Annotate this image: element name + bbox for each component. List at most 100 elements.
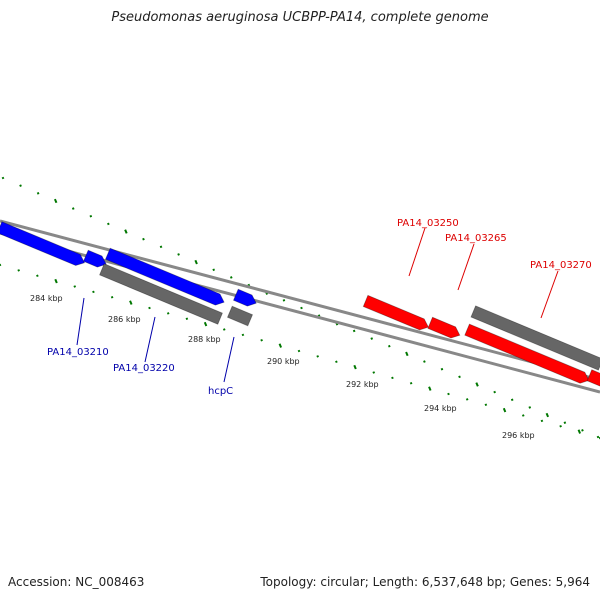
scale-tick	[409, 381, 413, 385]
gene-block-other[interactable]	[226, 305, 254, 327]
scale-tick	[212, 268, 216, 272]
scale-tick	[89, 214, 93, 218]
gene-arrow-forward[interactable]	[232, 288, 257, 307]
gene-arrow-forward[interactable]	[104, 247, 225, 306]
scale-tick	[110, 295, 114, 299]
scale-tick	[129, 300, 133, 305]
scale-tick	[19, 184, 22, 187]
scale-tick	[229, 276, 233, 279]
scale-tick	[405, 351, 409, 357]
scale-tick	[559, 424, 562, 428]
scale-tick	[596, 435, 600, 439]
scale-tick	[71, 207, 75, 210]
scale-tick	[391, 376, 394, 380]
accession-label: Accession: NC_008463	[8, 575, 145, 589]
gene-label-leader	[144, 316, 156, 363]
scale-tick	[54, 278, 58, 284]
gene-label[interactable]: PA14_03210	[47, 347, 109, 358]
outer-tick-ring	[1, 176, 600, 440]
scale-tick	[540, 419, 544, 423]
scale-tick	[528, 406, 532, 409]
ruler-label: 284 kbp	[30, 294, 63, 303]
gene-label[interactable]: hcpC	[208, 386, 233, 397]
scale-tick	[447, 392, 450, 396]
scale-tick	[278, 343, 283, 348]
gene-label[interactable]: PA14_03265	[445, 233, 507, 244]
scale-tick	[352, 329, 356, 333]
scale-tick	[458, 375, 461, 379]
gene-label-leader	[540, 270, 559, 319]
scale-tick	[353, 364, 357, 370]
scale-tick	[316, 355, 319, 358]
scale-tick	[521, 414, 525, 417]
scale-tick	[297, 349, 301, 353]
scale-tick	[581, 429, 584, 432]
scale-tick	[370, 337, 374, 340]
gene-arrow-reverse[interactable]	[586, 369, 600, 387]
gene-label[interactable]: PA14_03220	[113, 363, 175, 374]
scale-tick	[282, 299, 286, 302]
scale-tick	[423, 360, 426, 363]
ruler-label: 288 kbp	[188, 335, 221, 344]
scale-tick	[142, 237, 145, 241]
scale-tick	[159, 245, 163, 249]
scale-tick	[92, 290, 95, 294]
scale-tick	[577, 429, 582, 434]
scale-tick	[1, 176, 5, 180]
scale-tick	[493, 390, 496, 394]
inner-tick-ring	[0, 263, 600, 439]
genome-backbone	[0, 219, 600, 394]
scale-tick	[107, 222, 110, 226]
scale-tick	[166, 312, 170, 315]
scale-tick	[203, 321, 208, 327]
scale-tick	[148, 306, 151, 310]
scale-tick	[194, 259, 198, 265]
gene-label-leader	[76, 297, 85, 346]
gene-label-leader	[408, 227, 426, 277]
scale-tick	[36, 274, 39, 278]
ruler-label: 296 kbp	[502, 431, 535, 440]
gene-label[interactable]: PA14_03270	[530, 260, 592, 271]
scale-tick	[335, 360, 338, 364]
gene-arrow-forward[interactable]	[82, 249, 107, 268]
ruler-labels: 284 kbp 286 kbp 288 kbp 290 kbp 292 kbp 294 k…	[30, 294, 535, 440]
gene-labels[interactable]: PA14_03210 PA14_03220 hcpC PA14_03250 PA14_0…	[47, 218, 592, 397]
scale-tick	[440, 367, 444, 371]
scale-tick	[387, 344, 391, 348]
map-title: Pseudomonas aeruginosa UCBPP-PA14, compl…	[111, 10, 489, 25]
gene-arrow-reverse[interactable]	[464, 323, 590, 384]
scale-tick	[73, 285, 77, 288]
scale-tick	[185, 317, 189, 321]
scale-tick	[475, 382, 479, 387]
gene-label-leader	[457, 243, 475, 291]
gene-block-other[interactable]	[470, 305, 600, 371]
scale-tick	[510, 398, 514, 402]
scale-tick	[372, 371, 376, 374]
scale-tick	[563, 421, 567, 425]
scale-tick	[241, 333, 245, 337]
gene-track[interactable]	[0, 221, 600, 387]
genome-summary: Topology: circular; Length: 6,537,648 bp…	[260, 575, 590, 589]
scale-tick	[428, 386, 432, 391]
gene-arrow-reverse[interactable]	[362, 294, 429, 331]
scale-tick	[124, 229, 128, 234]
scale-tick	[222, 328, 226, 331]
scale-tick	[545, 412, 550, 418]
scale-tick	[17, 269, 20, 272]
gene-label-leader	[223, 336, 235, 383]
gene-label[interactable]: PA14_03250	[397, 218, 459, 229]
ruler-label: 286 kbp	[108, 315, 141, 324]
gene-arrow-forward[interactable]	[0, 221, 86, 266]
gene-block-other[interactable]	[99, 263, 223, 325]
ruler-label: 292 kbp	[346, 380, 379, 389]
ruler-label: 290 kbp	[267, 357, 300, 366]
backbone-line-upper	[0, 219, 600, 382]
scale-tick	[260, 338, 263, 342]
scale-tick	[300, 306, 303, 310]
scale-tick	[465, 398, 469, 401]
gene-arrow-reverse[interactable]	[427, 316, 461, 339]
scale-tick	[53, 198, 58, 204]
scale-tick	[484, 403, 488, 407]
scale-tick	[502, 407, 507, 413]
